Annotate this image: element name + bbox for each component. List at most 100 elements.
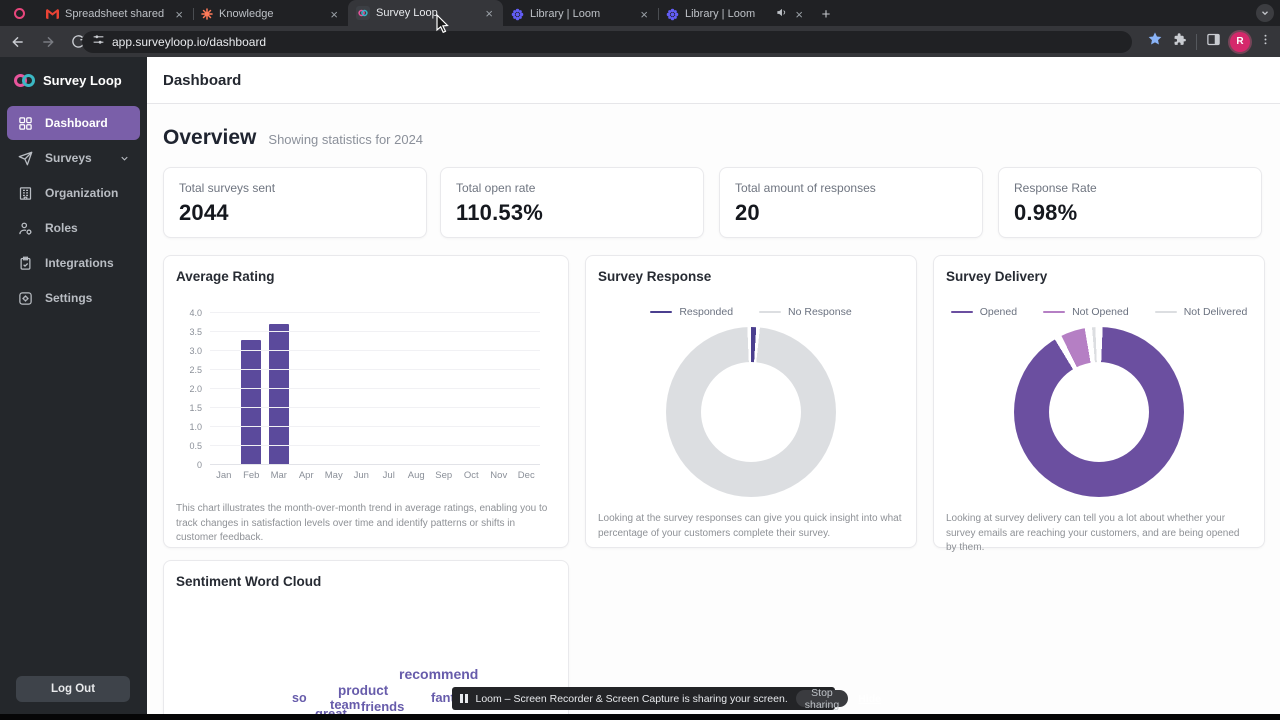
legend-swatch [950, 310, 973, 314]
tab-label: Knowledge [219, 8, 274, 20]
tab-search-chevron-icon[interactable] [1256, 4, 1274, 22]
stat-label: Total open rate [456, 181, 536, 195]
stop-sharing-button[interactable]: Stop sharing [795, 687, 849, 711]
stat-card-response-rate: Response Rate 0.98% [998, 167, 1262, 238]
hubspot-favicon-icon [201, 8, 213, 20]
loom-sharing-bar: Loom – Screen Recorder & Screen Capture … [452, 687, 881, 711]
browser-tab[interactable]: Knowledge × [193, 2, 348, 26]
word-cloud-word: so [292, 691, 307, 705]
surveyloop-logo-icon [14, 74, 36, 87]
browser-tab[interactable]: Library | Loom × [503, 2, 658, 26]
browser-tab[interactable]: Library | Loom × [658, 2, 813, 26]
chart-title: Survey Delivery [946, 269, 1048, 284]
stat-label: Total amount of responses [735, 181, 876, 195]
sidebar-item-surveys[interactable]: Surveys [7, 141, 140, 175]
tab-label: Library | Loom [530, 8, 601, 20]
building-icon [18, 186, 33, 201]
tab-close-icon[interactable]: × [330, 6, 338, 22]
sidebar-item-label: Integrations [45, 256, 114, 270]
new-tab-button[interactable]: + [821, 5, 831, 23]
surveyloop-favicon-icon [356, 6, 370, 20]
bar-feb [241, 339, 262, 465]
sidebar-item-label: Roles [45, 221, 78, 235]
average-rating-card: Average Rating 0 0.5 1.0 1.5 2.0 2.5 3.0 3.5 4.0… [163, 255, 569, 548]
logout-button[interactable]: Log Out [16, 676, 130, 702]
back-icon[interactable] [6, 30, 30, 54]
side-panel-icon[interactable] [1206, 32, 1221, 52]
bookmark-star-icon[interactable] [1147, 31, 1163, 52]
site-settings-icon[interactable] [92, 33, 105, 51]
sidebar-item-settings[interactable]: Settings [7, 281, 140, 315]
tab-close-icon[interactable]: × [485, 5, 493, 21]
bar-slots [210, 313, 540, 465]
legend-item: Responded [650, 306, 733, 318]
browser-menu-icon[interactable] [1259, 33, 1272, 51]
chart-legend: Responded No Response [586, 306, 916, 318]
chevron-down-icon [119, 153, 130, 164]
stat-value: 20 [735, 200, 760, 225]
forward-icon[interactable] [36, 30, 60, 54]
tab-close-icon[interactable]: × [640, 6, 648, 22]
overview-title: Overview [163, 126, 257, 149]
browser-tab[interactable]: Spreadsheet shared with you × [38, 2, 193, 26]
url-bar[interactable]: app.surveyloop.io/dashboard [82, 31, 1132, 53]
word-cloud-word: recommend [399, 666, 479, 682]
extensions-icon[interactable] [1172, 32, 1187, 52]
legend-swatch [759, 310, 782, 314]
stat-card-total-surveys: Total surveys sent 2044 [163, 167, 427, 238]
loom-favicon-icon [511, 8, 524, 21]
stat-card-open-rate: Total open rate 110.53% [440, 167, 704, 238]
bar-xaxis: Jan Feb Mar Apr May Jun Jul Aug Sep Oct Nov Dec [216, 470, 535, 481]
legend-label: Opened [979, 306, 1018, 318]
legend-item: Not Opened [1043, 306, 1129, 318]
tab-label: Spreadsheet shared with you [65, 8, 167, 20]
word-cloud-card: Sentiment Word Cloud recommend so product t… [163, 560, 569, 720]
clipboard-check-icon [18, 256, 33, 271]
legend-item: Opened [950, 306, 1018, 318]
chart-caption: Looking at survey delivery can tell you … [946, 513, 1240, 553]
sidebar-item-integrations[interactable]: Integrations [7, 246, 140, 280]
profile-avatar[interactable]: R [1230, 31, 1250, 52]
word-cloud-title: Sentiment Word Cloud [176, 574, 322, 589]
word-cloud-word: product [338, 683, 389, 698]
brand-name: Survey Loop [43, 73, 122, 88]
chart-caption: This chart illustrates the month-over-mo… [176, 503, 548, 543]
stat-label: Total surveys sent [179, 181, 276, 195]
legend-swatch [650, 310, 673, 314]
legend-label: Responded [679, 306, 734, 318]
chart-legend: Opened Not Opened Not Delivered [934, 306, 1264, 318]
url-text: app.surveyloop.io/dashboard [112, 35, 267, 49]
brand: Survey Loop [0, 57, 147, 102]
sidebar-item-organization[interactable]: Organization [7, 176, 140, 210]
sidebar-item-label: Settings [45, 291, 93, 305]
sidebar-item-label: Organization [45, 186, 119, 200]
legend-item: Not Delivered [1154, 306, 1248, 318]
stat-card-responses: Total amount of responses 20 [719, 167, 983, 238]
stat-value: 110.53% [456, 200, 544, 225]
legend-label: No Response [788, 306, 852, 318]
browser-tab[interactable]: Survey Loop × [348, 0, 503, 26]
bar-mar [268, 324, 289, 465]
sidebar-item-roles[interactable]: Roles [7, 211, 140, 245]
chart-title: Average Rating [176, 269, 275, 284]
tab-close-icon[interactable]: × [175, 6, 183, 22]
word-cloud-word: friends [361, 699, 405, 714]
loom-favicon-icon [666, 8, 679, 21]
paper-plane-icon [18, 151, 33, 166]
hide-link[interactable]: Hide [858, 692, 881, 705]
user-gear-icon [18, 221, 33, 236]
bar-plot [210, 312, 540, 465]
overview-subtitle: Showing statistics for 2024 [268, 132, 424, 147]
sidebar-item-dashboard[interactable]: Dashboard [7, 106, 140, 140]
tab-label: Library | Loom [685, 8, 756, 20]
tab-close-icon[interactable]: × [795, 6, 803, 22]
tab-audio-icon[interactable] [776, 7, 787, 21]
bottom-strip [0, 714, 1280, 720]
survey-delivery-card: Survey Delivery Opened Not Opened Not Deli… [933, 255, 1265, 553]
word-cloud-canvas: recommendsoproductteamfriendsgreatfantas… [164, 561, 568, 720]
legend-label: Not Delivered [1183, 306, 1248, 318]
legend-item: No Response [759, 306, 852, 318]
sidebar-item-label: Dashboard [45, 116, 108, 130]
chart-title: Survey Response [598, 269, 712, 284]
